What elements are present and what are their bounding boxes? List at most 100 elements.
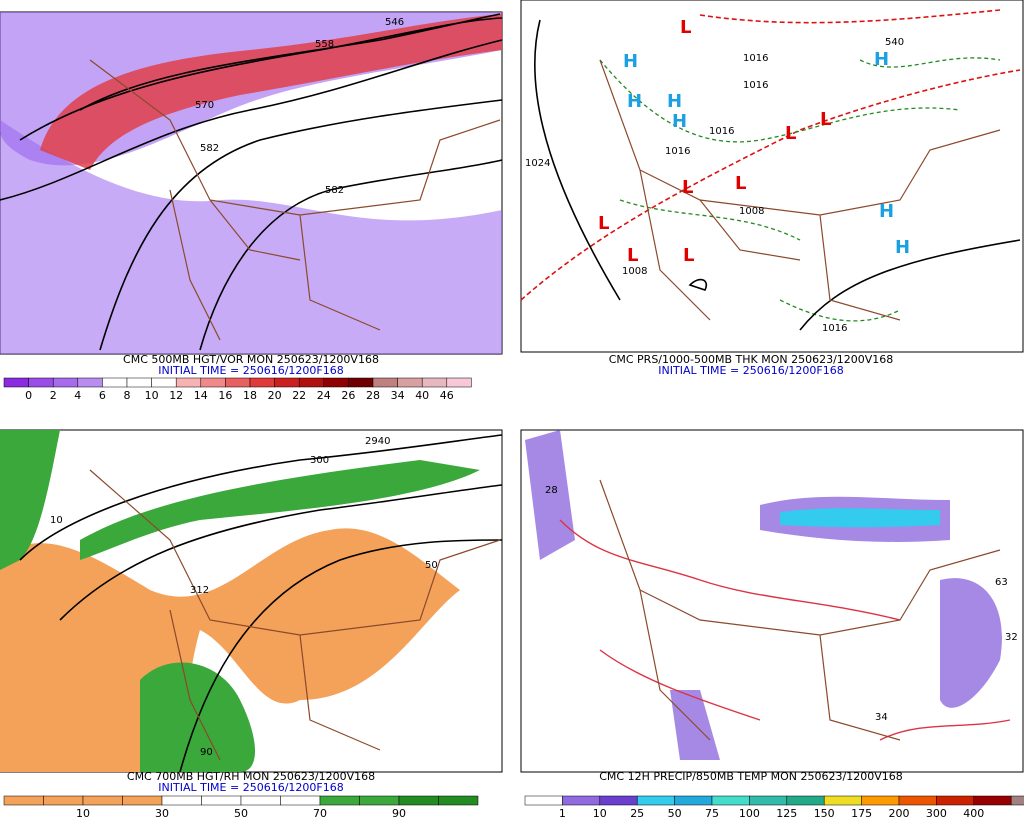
vorticity-band	[40, 14, 502, 170]
colorbar-label: 6	[99, 389, 106, 402]
colorbar-swatch	[240, 795, 281, 806]
colorbar-swatch	[438, 795, 479, 806]
colorbar-label: 0	[25, 389, 32, 402]
colorbar-label: 4	[74, 389, 81, 402]
colorbar-swatch	[43, 795, 84, 806]
colorbar-label: 90	[392, 807, 406, 819]
contour-label: 28	[545, 485, 558, 496]
colorbar-swatch	[1010, 795, 1024, 806]
colorbar-swatch	[674, 795, 713, 806]
colorbar-label: 46	[440, 389, 454, 402]
colorbar-label: 50	[668, 807, 682, 819]
colorbar-label: 24	[317, 389, 331, 402]
colorbar-label: 200	[889, 807, 910, 819]
colorbar: 10 30 50 70 90	[3, 795, 479, 819]
high-center: H	[623, 51, 638, 72]
caption: CMC PRS/1000-500MB THK MON 250623/1200V1…	[609, 353, 894, 366]
colorbar-swatch	[28, 377, 54, 388]
colorbar-label: 300	[926, 807, 947, 819]
colorbar-swatch	[274, 377, 300, 388]
contour-label: 63	[995, 577, 1008, 588]
colorbar-swatch	[861, 795, 900, 806]
colorbar-swatch	[562, 795, 601, 806]
contour-label: 90	[200, 747, 213, 758]
low-center: L	[820, 109, 831, 130]
colorbar-swatch	[77, 377, 103, 388]
colorbar-swatch	[599, 795, 638, 806]
colorbar-swatch	[280, 795, 321, 806]
contour-label: 1016	[743, 53, 768, 64]
colorbar-label: 125	[776, 807, 797, 819]
colorbar-swatch	[249, 377, 275, 388]
contour-label: 540	[885, 37, 904, 48]
colorbar-swatch	[200, 377, 226, 388]
colorbar-label: 26	[341, 389, 355, 402]
contour-label: 582	[200, 143, 219, 154]
colorbar-label: 14	[194, 389, 208, 402]
precip-core	[780, 508, 940, 528]
colorbar-swatch	[348, 377, 374, 388]
colorbar-label: 75	[705, 807, 719, 819]
colorbar-swatch	[359, 795, 400, 806]
contour-label: 1024	[525, 158, 550, 169]
panel-500mb: 546 558 570 582 582 CMC 500MB HGT/VOR MO…	[0, 11, 503, 402]
colorbar-swatch	[636, 795, 675, 806]
contour-label: 546	[385, 17, 404, 28]
colorbar-swatch	[122, 795, 163, 806]
colorbar-label: 1	[559, 807, 566, 819]
height-contour	[0, 17, 503, 351]
low-center: L	[785, 123, 796, 144]
low-center: L	[683, 245, 694, 266]
colorbar-swatch	[82, 795, 123, 806]
colorbar-label: 40	[415, 389, 429, 402]
colorbar-swatch	[421, 377, 448, 388]
contour-label: 32	[1005, 632, 1018, 643]
contour-label: 34	[875, 712, 888, 723]
colorbar-swatch	[711, 795, 750, 806]
colorbar-swatch	[298, 377, 325, 388]
high-center: H	[667, 91, 682, 112]
colorbar-label: 50	[234, 807, 248, 819]
contour-label: 1008	[739, 206, 764, 217]
high-center: H	[627, 91, 642, 112]
colorbar-swatch	[3, 377, 29, 388]
temperature-contour	[559, 519, 1011, 741]
colorbar-swatch	[52, 377, 79, 388]
dry-area	[0, 528, 460, 772]
colorbar-label: 10	[593, 807, 607, 819]
low-center: L	[682, 177, 693, 198]
colorbar-swatch	[397, 377, 423, 388]
contour-label: 50	[425, 560, 438, 571]
panel-700mb: 2940 300 312 50 10 90 CMC 700MB HGT/RH M…	[0, 429, 503, 819]
colorbar-swatch	[151, 377, 177, 388]
state-borders	[599, 59, 1001, 321]
contour-label: 570	[195, 100, 214, 111]
colorbar-label: 400	[963, 807, 984, 819]
high-center: H	[879, 201, 894, 222]
initial-time: INITIAL TIME = 250616/1200F168	[158, 781, 343, 794]
high-center: H	[874, 49, 889, 70]
colorbar-label: 30	[155, 807, 169, 819]
colorbar: 0 2 4 6 8 10 12 14 16 18 20 22 24 26 28 34 40 46	[3, 377, 472, 402]
colorbar-label: 12	[169, 389, 183, 402]
colorbar-swatch	[372, 377, 398, 388]
contour-label: 312	[190, 585, 209, 596]
state-borders	[89, 59, 501, 341]
colorbar-label: 20	[268, 389, 282, 402]
colorbar-label: 2	[50, 389, 57, 402]
colorbar-swatch	[823, 795, 862, 806]
caption: CMC 12H PRECIP/850MB TEMP MON 250623/120…	[599, 770, 903, 783]
caption: CMC 500MB HGT/VOR MON 250623/1200V168	[123, 353, 379, 366]
contour-label: 1016	[822, 323, 847, 334]
colorbar-swatch	[398, 795, 439, 806]
colorbar-label: 34	[391, 389, 405, 402]
colorbar-swatch	[786, 795, 825, 806]
initial-time: INITIAL TIME = 250616/1200F168	[158, 364, 343, 377]
contour-label: 300	[310, 455, 329, 466]
thickness-contour	[599, 57, 1001, 322]
state-borders	[89, 469, 501, 761]
colorbar-label: 100	[739, 807, 760, 819]
colorbar-swatch	[175, 377, 202, 388]
colorbar-swatch	[936, 795, 975, 806]
